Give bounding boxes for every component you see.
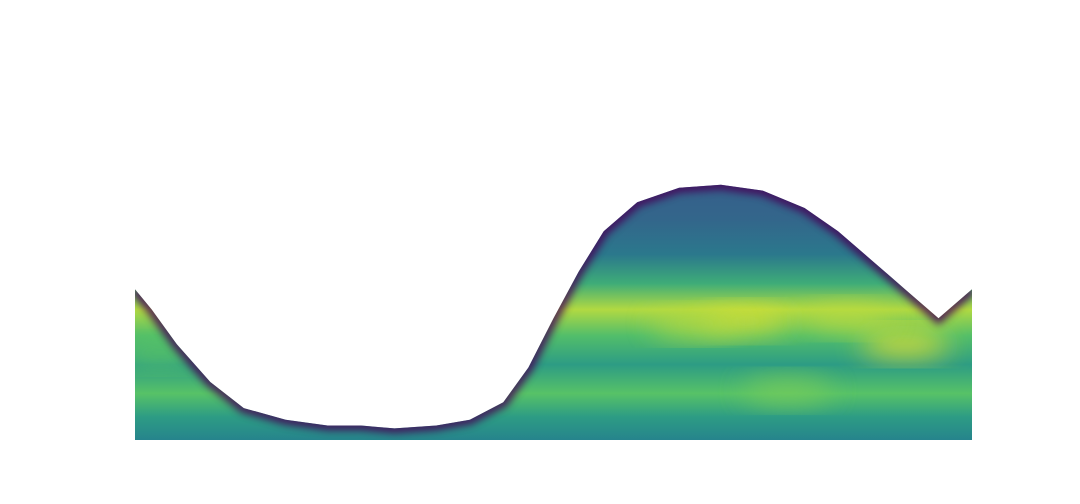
- heatmap-base: [135, 184, 972, 440]
- heatmap-hotspot: [801, 306, 892, 331]
- heatmap-field: [135, 184, 972, 440]
- heatmap-hotspot: [742, 378, 833, 403]
- heatmap-hotspot: [650, 312, 741, 336]
- heatmap-hotspot: [860, 332, 951, 357]
